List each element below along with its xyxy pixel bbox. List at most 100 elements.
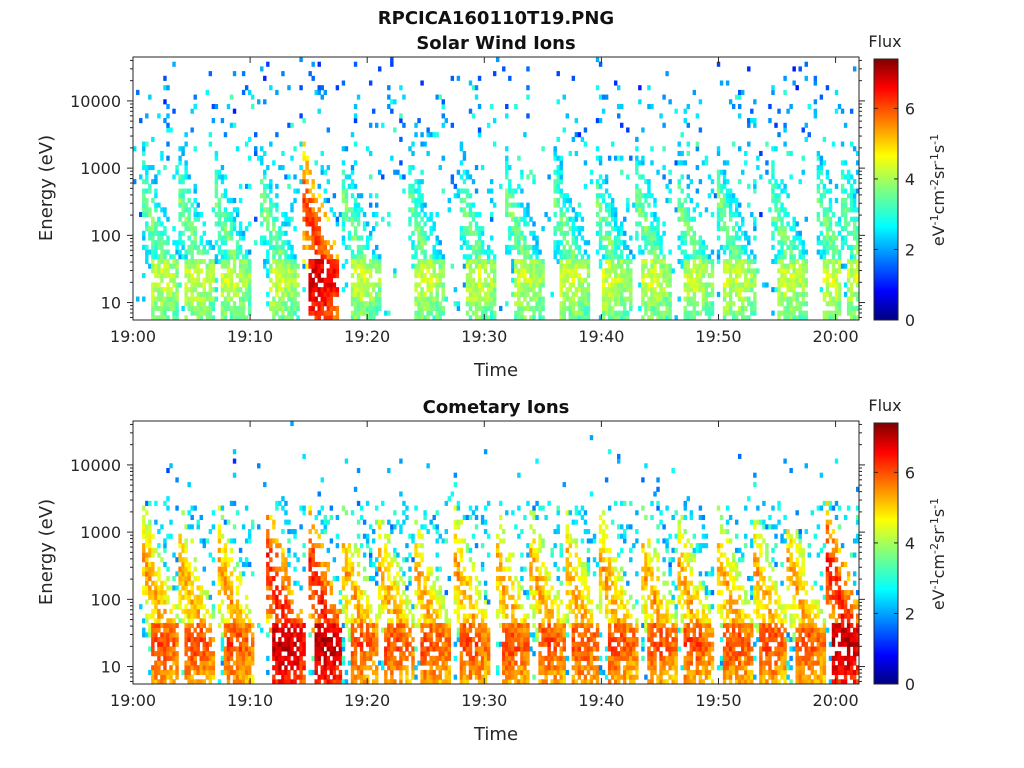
heatmap-cell <box>151 665 155 671</box>
heatmap-cell <box>157 651 161 657</box>
heatmap-cell <box>734 268 739 274</box>
heatmap-cell <box>226 627 231 633</box>
heatmap-cell <box>169 637 173 643</box>
heatmap-cell <box>145 244 149 250</box>
heatmap-cell <box>169 618 173 624</box>
heatmap-cell <box>205 263 210 269</box>
heatmap-cell <box>332 268 337 274</box>
heatmap-cell <box>154 296 158 302</box>
heatmap-cell <box>175 282 179 288</box>
heatmap-cell <box>305 230 309 236</box>
heatmap-cell <box>308 211 312 218</box>
heatmap-cell <box>281 505 285 511</box>
heatmap-cell <box>741 169 745 175</box>
heatmap-cell <box>332 665 337 671</box>
heatmap-cell <box>353 160 358 166</box>
heatmap-cell <box>686 216 690 222</box>
heatmap-cell <box>623 277 627 283</box>
heatmap-cell <box>284 679 288 685</box>
heatmap-cell <box>414 249 418 255</box>
heatmap-cell <box>635 197 639 203</box>
heatmap-cell <box>329 651 334 657</box>
heatmap-cell <box>647 268 651 274</box>
heatmap-cell <box>178 557 182 563</box>
heatmap-cell <box>293 282 297 288</box>
heatmap-cell <box>311 310 315 316</box>
heatmap-cell <box>783 249 787 255</box>
heatmap-cell <box>284 604 288 610</box>
heatmap-cell <box>323 310 327 316</box>
heatmap-cell <box>641 296 645 302</box>
heatmap-cell <box>668 273 672 279</box>
heatmap-cell <box>163 296 167 302</box>
heatmap-cell <box>193 103 197 110</box>
heatmap-cell <box>562 94 566 100</box>
heatmap-cell <box>226 561 231 567</box>
heatmap-cell <box>232 287 237 293</box>
heatmap-cell <box>692 315 697 321</box>
heatmap-cell <box>532 310 536 316</box>
heatmap-cell <box>426 258 430 265</box>
heatmap-cell <box>223 296 228 302</box>
heatmap-cell <box>420 296 424 302</box>
heatmap-cell <box>474 301 479 307</box>
heatmap-cell <box>148 529 152 535</box>
heatmap-cell <box>323 197 327 203</box>
heatmap-cell <box>653 235 657 241</box>
heatmap-cell <box>644 240 648 246</box>
heatmap-cell <box>849 183 854 189</box>
heatmap-cell <box>695 268 700 274</box>
heatmap-cell <box>302 263 306 269</box>
heatmap-cell <box>257 99 261 105</box>
heatmap-cell <box>471 287 476 293</box>
heatmap-cell <box>414 301 418 307</box>
heatmap-cell <box>641 160 645 166</box>
heatmap-cell <box>250 571 255 577</box>
heatmap-cell <box>275 258 279 265</box>
heatmap-cell <box>559 258 563 265</box>
heatmap-cell <box>423 301 427 307</box>
heatmap-cell <box>365 291 370 297</box>
heatmap-cell <box>181 557 185 563</box>
heatmap-cell <box>683 108 687 114</box>
heatmap-cell <box>272 258 276 265</box>
heatmap-cell <box>238 613 243 619</box>
heatmap-cell <box>187 561 191 567</box>
heatmap-cell <box>390 108 394 114</box>
heatmap-cell <box>747 282 751 288</box>
heatmap-cell <box>753 235 757 241</box>
heatmap-cell <box>287 122 291 128</box>
heatmap-cell <box>825 249 830 255</box>
heatmap-cell <box>725 301 730 307</box>
heatmap-cell <box>266 669 270 676</box>
heatmap-cell <box>477 291 482 297</box>
heatmap-cell <box>223 566 228 572</box>
heatmap-cell <box>753 277 757 283</box>
heatmap-cell <box>362 277 367 283</box>
heatmap-cell <box>429 310 433 316</box>
heatmap-cell <box>281 566 285 572</box>
heatmap-cell <box>653 301 657 307</box>
heatmap-cell <box>734 291 739 297</box>
heatmap-cell <box>483 296 488 302</box>
heatmap-cell <box>789 103 793 110</box>
heatmap-cell <box>789 296 793 302</box>
heatmap-cell <box>205 627 210 633</box>
heatmap-cell <box>852 66 857 72</box>
heatmap-cell <box>241 627 246 633</box>
heatmap-cell <box>223 216 228 222</box>
heatmap-cell <box>350 310 355 316</box>
heatmap-cell <box>223 575 228 582</box>
heatmap-cell <box>517 202 521 208</box>
heatmap-cell <box>299 641 303 647</box>
heatmap-cell <box>205 296 210 302</box>
heatmap-cell <box>722 305 727 312</box>
heatmap-cell <box>586 254 591 260</box>
heatmap-cell <box>323 679 327 685</box>
heatmap-cell <box>562 254 566 260</box>
heatmap-cell <box>822 221 827 227</box>
heatmap-cell <box>172 552 176 558</box>
heatmap-cell <box>432 282 436 288</box>
heatmap-cell <box>356 249 361 255</box>
heatmap-cell <box>193 637 197 643</box>
